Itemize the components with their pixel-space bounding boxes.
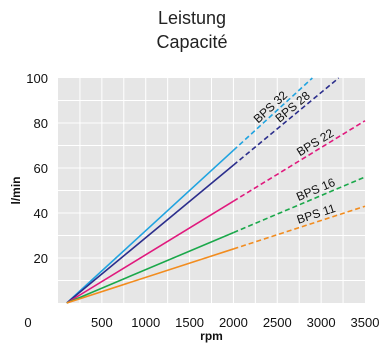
x-tick-label: 1000 [131, 315, 160, 330]
series-lines [66, 77, 366, 304]
y-tick-label: 100 [26, 71, 48, 86]
series-line-dashed [232, 77, 340, 166]
chart-title: Leistung [157, 8, 227, 28]
series-line-solid [66, 200, 234, 304]
series-line-dashed [233, 205, 366, 250]
tick-labels: 0 500 1000 1500 2000 2500 3000 3500 20 40 60 80 100 [24, 71, 379, 330]
series-line-solid [66, 231, 234, 304]
x-axis-label: rpm [200, 329, 223, 343]
x-tick-label: 1500 [175, 315, 204, 330]
chart-subtitle: Capacité [156, 32, 228, 52]
y-tick-label: 40 [34, 206, 48, 221]
grid [58, 78, 365, 303]
series-line-solid [66, 164, 234, 304]
series-line-dashed [232, 77, 313, 151]
series-line-solid [66, 149, 234, 304]
x-tick-label: 0 [24, 315, 31, 330]
y-tick-label: 20 [34, 251, 48, 266]
x-tick-label: 2500 [263, 315, 292, 330]
y-tick-label: 80 [34, 116, 48, 131]
series-line-solid [66, 248, 234, 304]
series-line-dashed [233, 120, 366, 202]
x-tick-label: 2000 [219, 315, 248, 330]
x-tick-label: 3000 [307, 315, 336, 330]
x-tick-label: 3500 [351, 315, 380, 330]
x-tick-label: 500 [91, 315, 113, 330]
y-tick-label: 60 [34, 161, 48, 176]
y-axis-label: l/min [9, 176, 23, 204]
